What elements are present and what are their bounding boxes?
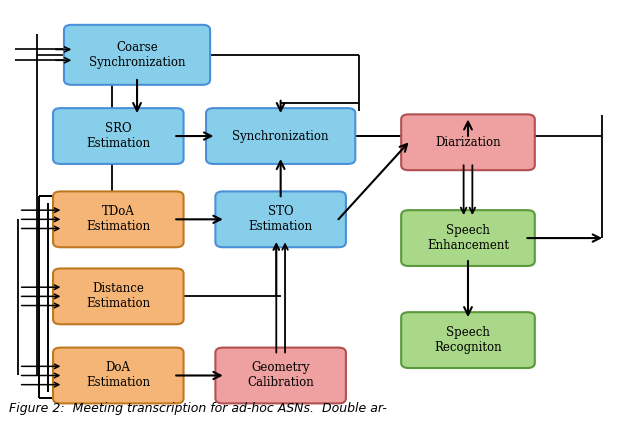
Text: Distance
Estimation: Distance Estimation <box>86 282 151 310</box>
FancyBboxPatch shape <box>215 348 346 403</box>
FancyBboxPatch shape <box>64 25 210 85</box>
Text: Diarization: Diarization <box>435 136 501 149</box>
FancyBboxPatch shape <box>215 192 346 247</box>
FancyBboxPatch shape <box>53 268 183 324</box>
FancyBboxPatch shape <box>206 108 355 164</box>
FancyBboxPatch shape <box>53 108 183 164</box>
Text: Coarse
Synchronization: Coarse Synchronization <box>89 41 185 69</box>
FancyBboxPatch shape <box>401 312 535 368</box>
Text: Speech
Enhancement: Speech Enhancement <box>427 224 509 252</box>
Text: Geometry
Calibration: Geometry Calibration <box>248 362 314 390</box>
Text: Speech
Recogniton: Speech Recogniton <box>434 326 502 354</box>
FancyBboxPatch shape <box>401 114 535 170</box>
Text: Figure 2:  Meeting transcription for ad-hoc ASNs.  Double ar-: Figure 2: Meeting transcription for ad-h… <box>9 402 387 415</box>
Text: Synchronization: Synchronization <box>232 130 329 143</box>
Text: DoA
Estimation: DoA Estimation <box>86 362 151 390</box>
FancyBboxPatch shape <box>53 192 183 247</box>
Text: TDoA
Estimation: TDoA Estimation <box>86 206 151 233</box>
Text: STO
Estimation: STO Estimation <box>249 206 312 233</box>
Text: SRO
Estimation: SRO Estimation <box>86 122 151 150</box>
FancyBboxPatch shape <box>53 348 183 403</box>
FancyBboxPatch shape <box>401 210 535 266</box>
